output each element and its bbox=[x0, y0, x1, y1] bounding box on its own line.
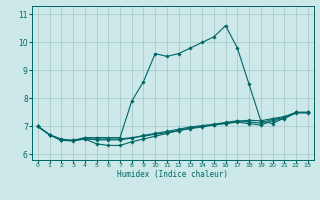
X-axis label: Humidex (Indice chaleur): Humidex (Indice chaleur) bbox=[117, 170, 228, 179]
